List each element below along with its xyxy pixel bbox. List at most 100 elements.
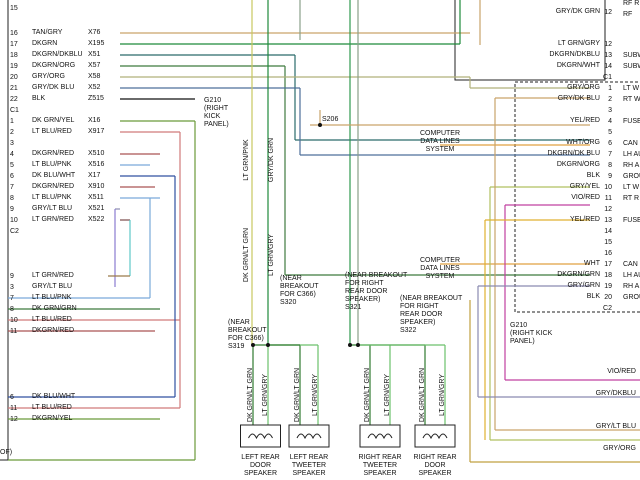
pin-number: 9 <box>10 273 14 280</box>
pin-number: C2 <box>603 305 612 312</box>
pin-number: 20 <box>604 294 612 301</box>
ground-label: PANEL) <box>204 121 229 128</box>
pin-number: 12 <box>604 41 612 48</box>
splice-dot <box>266 343 270 347</box>
pin-number: 12 <box>604 9 612 16</box>
pin-number: 12 <box>10 416 18 423</box>
pin-number: 15 <box>10 5 18 12</box>
function-label: RT W <box>623 96 640 103</box>
wire-color: DKGRN <box>32 40 57 47</box>
wire-color: DK BLU/WHT <box>32 393 76 400</box>
speaker-name: DOOR <box>250 462 271 469</box>
speaker <box>288 424 330 448</box>
wire-color: DK GRN/LT GRN <box>419 368 426 422</box>
system-label: DATA LINES <box>420 138 460 145</box>
pin-number: 17 <box>604 261 612 268</box>
system-label: COMPUTER <box>420 257 460 264</box>
splice-label: SPEAKER) <box>400 319 435 326</box>
right-module <box>514 81 640 313</box>
wire-color: LT GRN/GRY <box>439 374 446 416</box>
speaker <box>359 424 401 448</box>
circuit-id: X521 <box>88 205 104 212</box>
wire-color: YEL/RED <box>570 216 600 223</box>
system-label: COMPUTER <box>420 130 460 137</box>
ground-label: G210 <box>204 97 221 104</box>
circuit-id: X522 <box>88 216 104 223</box>
pin-number: 18 <box>604 272 612 279</box>
wire-color: LT BLU/PNK <box>32 294 72 301</box>
wire-color: DKGRN/WHT <box>557 62 601 69</box>
speaker-name: SPEAKER <box>363 470 396 477</box>
wire-color: LT GRN/GRY <box>558 40 600 47</box>
circuit-id: X57 <box>88 62 101 69</box>
ground-label: G210 <box>510 322 527 329</box>
pin-number: 14 <box>604 228 612 235</box>
wire-color: GRY/ORG <box>603 445 636 452</box>
splice-label: (NEAR BREAKOUT <box>400 295 463 302</box>
circuit-id: X195 <box>88 40 104 47</box>
ground-label: (RIGHT KICK <box>510 330 553 337</box>
wire-color: GRY/DK BLU <box>32 84 74 91</box>
wire-color: DKGRN/YEL <box>32 415 73 422</box>
function-label: GROU <box>623 173 640 180</box>
pin-number: 9 <box>10 206 14 213</box>
pin-number: 2 <box>10 129 14 136</box>
ground-label: PANEL) <box>510 338 535 345</box>
wire-color: GRY/DK BLU <box>558 95 600 102</box>
pin-number: 22 <box>10 96 18 103</box>
wire-color: DKGRN/RED <box>32 150 74 157</box>
circuit-id: X76 <box>88 29 101 36</box>
wire-color: TAN/GRY <box>32 29 63 36</box>
wire-color: LT GRN/GRY <box>262 374 269 416</box>
wire-color: GRY/ORG <box>32 73 65 80</box>
connector-label: C1 <box>10 107 19 114</box>
function-label: FUSE <box>623 118 640 125</box>
connector-label: OF) <box>0 449 12 456</box>
splice-label: (NEAR <box>228 319 250 326</box>
splice-dot <box>348 343 352 347</box>
pin-number: 1 <box>10 118 14 125</box>
circuit-id: X516 <box>88 161 104 168</box>
wire-color: VIO/RED <box>607 368 636 375</box>
speaker-name: SPEAKER <box>292 470 325 477</box>
pin-number: 11 <box>10 405 17 412</box>
pin-number: 3 <box>10 284 14 291</box>
wire-color: YEL/RED <box>570 117 600 124</box>
wire-color: DKGRN/ORG <box>557 161 600 168</box>
pin-number: 11 <box>10 328 17 335</box>
speaker <box>240 424 281 448</box>
wire-color: GRY/LT BLU <box>596 423 636 430</box>
wire-color: LT GRN/GRY <box>268 234 275 276</box>
pin-number: 6 <box>608 140 612 147</box>
ground-label: (RIGHT <box>204 105 229 112</box>
pin-number: 18 <box>10 52 18 59</box>
wire-color: DK GRN/LT GRN <box>294 368 301 422</box>
wire-color: DK GRN/GRN <box>32 305 77 312</box>
function-label: RF R <box>623 0 639 7</box>
pin-number: 19 <box>10 63 18 70</box>
speaker <box>414 424 456 448</box>
splice-label: REAR DOOR <box>400 311 442 318</box>
function-label: GROU <box>623 294 640 301</box>
pin-number: 10 <box>604 184 612 191</box>
wire-color: GRY/DK GRN <box>268 138 275 182</box>
splice-dot <box>318 123 322 127</box>
speaker-name: SPEAKER <box>418 470 451 477</box>
circuit-id: X917 <box>88 128 104 135</box>
pin-number: 6 <box>10 173 14 180</box>
wire-color: DKGRN/RED <box>32 183 74 190</box>
pin-number: 11 <box>605 195 612 202</box>
pin-number: 5 <box>10 162 14 169</box>
function-label: LT W <box>623 184 639 191</box>
wire-color: DKGRN/DK BLU <box>547 150 600 157</box>
pin-number: 14 <box>604 63 612 70</box>
wire-color: DK BLU/WHT <box>32 172 76 179</box>
speaker-coil <box>248 433 273 440</box>
splice-label: S320 <box>280 299 296 306</box>
left-connector <box>0 0 9 461</box>
function-label: SUBW <box>623 52 640 59</box>
wire-color: GRY/YEL <box>570 183 600 190</box>
wire-color: DKGRN/RED <box>32 327 74 334</box>
circuit-id: X51 <box>88 51 101 58</box>
ground-label: KICK <box>204 113 221 120</box>
